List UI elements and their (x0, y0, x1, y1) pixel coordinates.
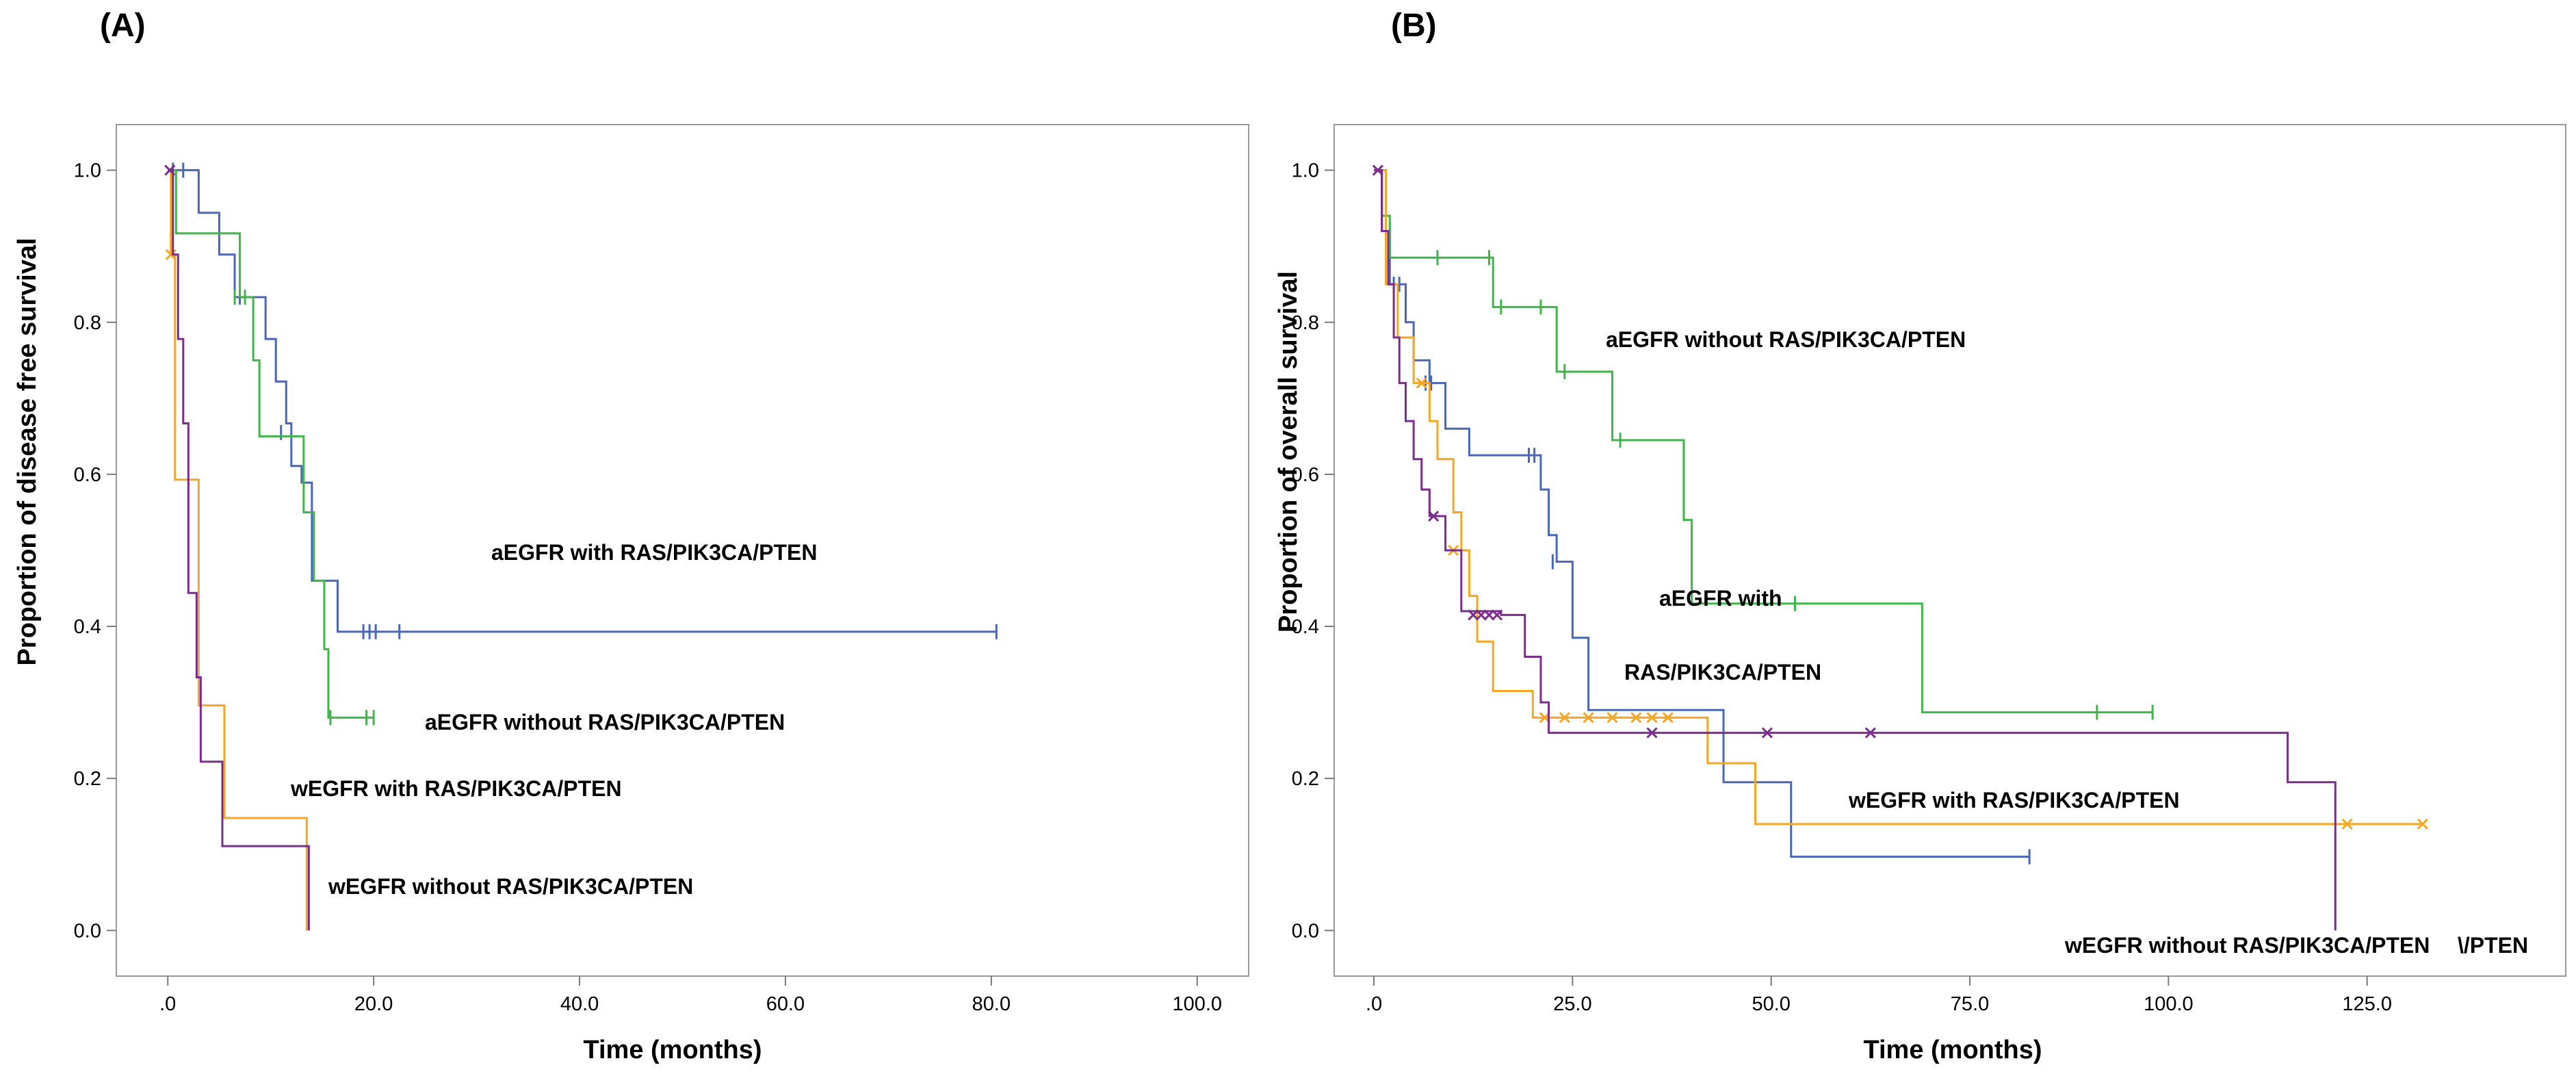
panel-b-censor-mark (1416, 377, 1427, 389)
panel-a-x-axis-title: Time (months) (583, 1036, 762, 1064)
panel-b-series-aegfr-with-ras-pik3ca-pten (1374, 169, 2030, 858)
panel-a-y-tick-label: 0.6 (74, 464, 101, 486)
panel-b-series (1372, 164, 2429, 931)
panel-b-censor-mark (1630, 712, 1642, 724)
panel-b-y-axis-title: Proportion of overall survival (1274, 271, 1303, 632)
panel-b-censor-mark (1468, 609, 1479, 621)
panel-b-series-aegfr-without-ras-pik3ca-pten (1374, 169, 2153, 714)
panel-b-x-tick-label: 75.0 (1951, 993, 1989, 1015)
panel-a-y-tick-label: 0.4 (74, 616, 101, 638)
panel-b-label-truncated-duplicate: \/PTEN (2458, 933, 2528, 958)
panel-b-censor-mark (1491, 609, 1503, 621)
panel-b-x-tick-label: 25.0 (1553, 993, 1591, 1015)
panel-b-y-tick-label: 0.8 (1292, 312, 1319, 334)
panel-a-plot-frame (116, 124, 1249, 977)
panel-a-label-wegfr-with: wEGFR with RAS/PIK3CA/PTEN (290, 776, 622, 801)
panel-b-series-wegfr-without-ras-pik3ca-pten (1374, 169, 2337, 931)
panel-b-censor-mark (1662, 712, 1674, 724)
panel-a-y-axis-title: Proportion of disease free survival (13, 238, 42, 665)
panel-b-y-tick-label: 0.4 (1292, 616, 1319, 638)
panel-b-plot-frame (1333, 124, 2566, 977)
panel-b-censor-mark (1475, 609, 1487, 621)
panel-a-y-tick-label: 0.8 (74, 312, 101, 334)
panel-b-x-tick-label: 100.0 (2144, 993, 2194, 1015)
panel-a-label-aegfr-without: aEGFR without RAS/PIK3CA/PTEN (425, 710, 785, 734)
panel-a-x-tick-label: 80.0 (972, 993, 1011, 1015)
panel-b-censor-mark (1646, 727, 1658, 739)
panel-b-censor-mark (1606, 712, 1618, 724)
panel-b-censor-mark (1372, 164, 1383, 176)
panel-b-censor-mark (2341, 818, 2353, 830)
panel-a-y-tick-label: 1.0 (74, 160, 101, 182)
panel-b-label-wegfr-with: wEGFR with RAS/PIK3CA/PTEN (1848, 788, 2180, 813)
panel-b-censor-mark (1483, 609, 1495, 621)
panel-b-label-aegfr-with-line2: RAS/PIK3CA/PTEN (1624, 660, 1821, 685)
panel-b-x-axis-title: Time (months) (1863, 1036, 2042, 1064)
panel-a-disease-free-survival: 0.0 0.2 0.4 0.6 0.8 1.0 .0 20.0 40.0 60.0 80.0 100.… (13, 124, 1249, 1064)
panel-a-series (164, 162, 998, 931)
panel-b-axes: 0.0 0.2 0.4 0.6 0.8 1.0 .0 25.0 50.0 75.0 100.0 125… (1292, 160, 2392, 1015)
panel-a-y-tick-label: 0.2 (74, 768, 101, 790)
panel-b-censor-mark (1646, 712, 1658, 724)
panel-a-label-aegfr-with: aEGFR with RAS/PIK3CA/PTEN (491, 540, 818, 565)
panel-b-series-wegfr-with-ras-pik3ca-pten (1374, 169, 2423, 826)
panel-b-y-tick-label: 1.0 (1292, 160, 1319, 182)
panel-a-x-tick-label: 100.0 (1172, 993, 1222, 1015)
panel-b-censor-mark (1583, 712, 1594, 724)
panel-b-x-tick-label: 50.0 (1752, 993, 1790, 1015)
panel-a-censor-mark (164, 164, 176, 176)
panel-a-y-tick-label: 0.0 (74, 920, 101, 942)
panel-b-censor-mark (1559, 712, 1570, 724)
panel-a-x-tick-label: .0 (159, 993, 176, 1015)
panel-a-x-tick-label: 20.0 (354, 993, 393, 1015)
panel-b-x-tick-label: .0 (1366, 993, 1382, 1015)
panel-b-label-aegfr-with-line1: aEGFR with (1659, 586, 1782, 611)
panel-b-overall-survival: 0.0 0.2 0.4 0.6 0.8 1.0 .0 25.0 50.0 75.0 100.0 125… (1274, 124, 2566, 1064)
panel-b-censor-mark (1428, 510, 1440, 522)
panel-label-b: (B) (1391, 8, 1437, 44)
panel-a-x-tick-label: 40.0 (560, 993, 599, 1015)
panel-a-label-wegfr-without: wEGFR without RAS/PIK3CA/PTEN (328, 874, 693, 899)
panel-a-series-wegfr-with-ras-pik3ca-pten (168, 169, 308, 931)
panel-a-series-aegfr-without-ras-pik3ca-pten (168, 169, 374, 719)
panel-b-label-wegfr-without: wEGFR without RAS/PIK3CA/PTEN (2064, 933, 2430, 958)
panel-b-label-aegfr-without: aEGFR without RAS/PIK3CA/PTEN (1606, 327, 1966, 352)
panel-b-y-tick-label: 0.0 (1292, 920, 1319, 942)
panel-b-y-tick-label: 0.2 (1292, 768, 1319, 790)
panel-a-censor-mark (165, 248, 177, 260)
panel-label-a: (A) (100, 8, 146, 44)
panel-b-censor-mark (2417, 818, 2429, 830)
panel-b-y-tick-label: 0.6 (1292, 464, 1319, 486)
panel-a-x-tick-label: 60.0 (766, 993, 805, 1015)
panel-b-x-tick-label: 125.0 (2342, 993, 2392, 1015)
panel-a-series-wegfr-without-ras-pik3ca-pten (168, 169, 310, 931)
panel-b-censor-mark (1864, 727, 1876, 739)
panel-a-axes: 0.0 0.2 0.4 0.6 0.8 1.0 .0 20.0 40.0 60.0 80.0 100.… (74, 160, 1222, 1015)
panel-b-censor-mark (1761, 727, 1773, 739)
